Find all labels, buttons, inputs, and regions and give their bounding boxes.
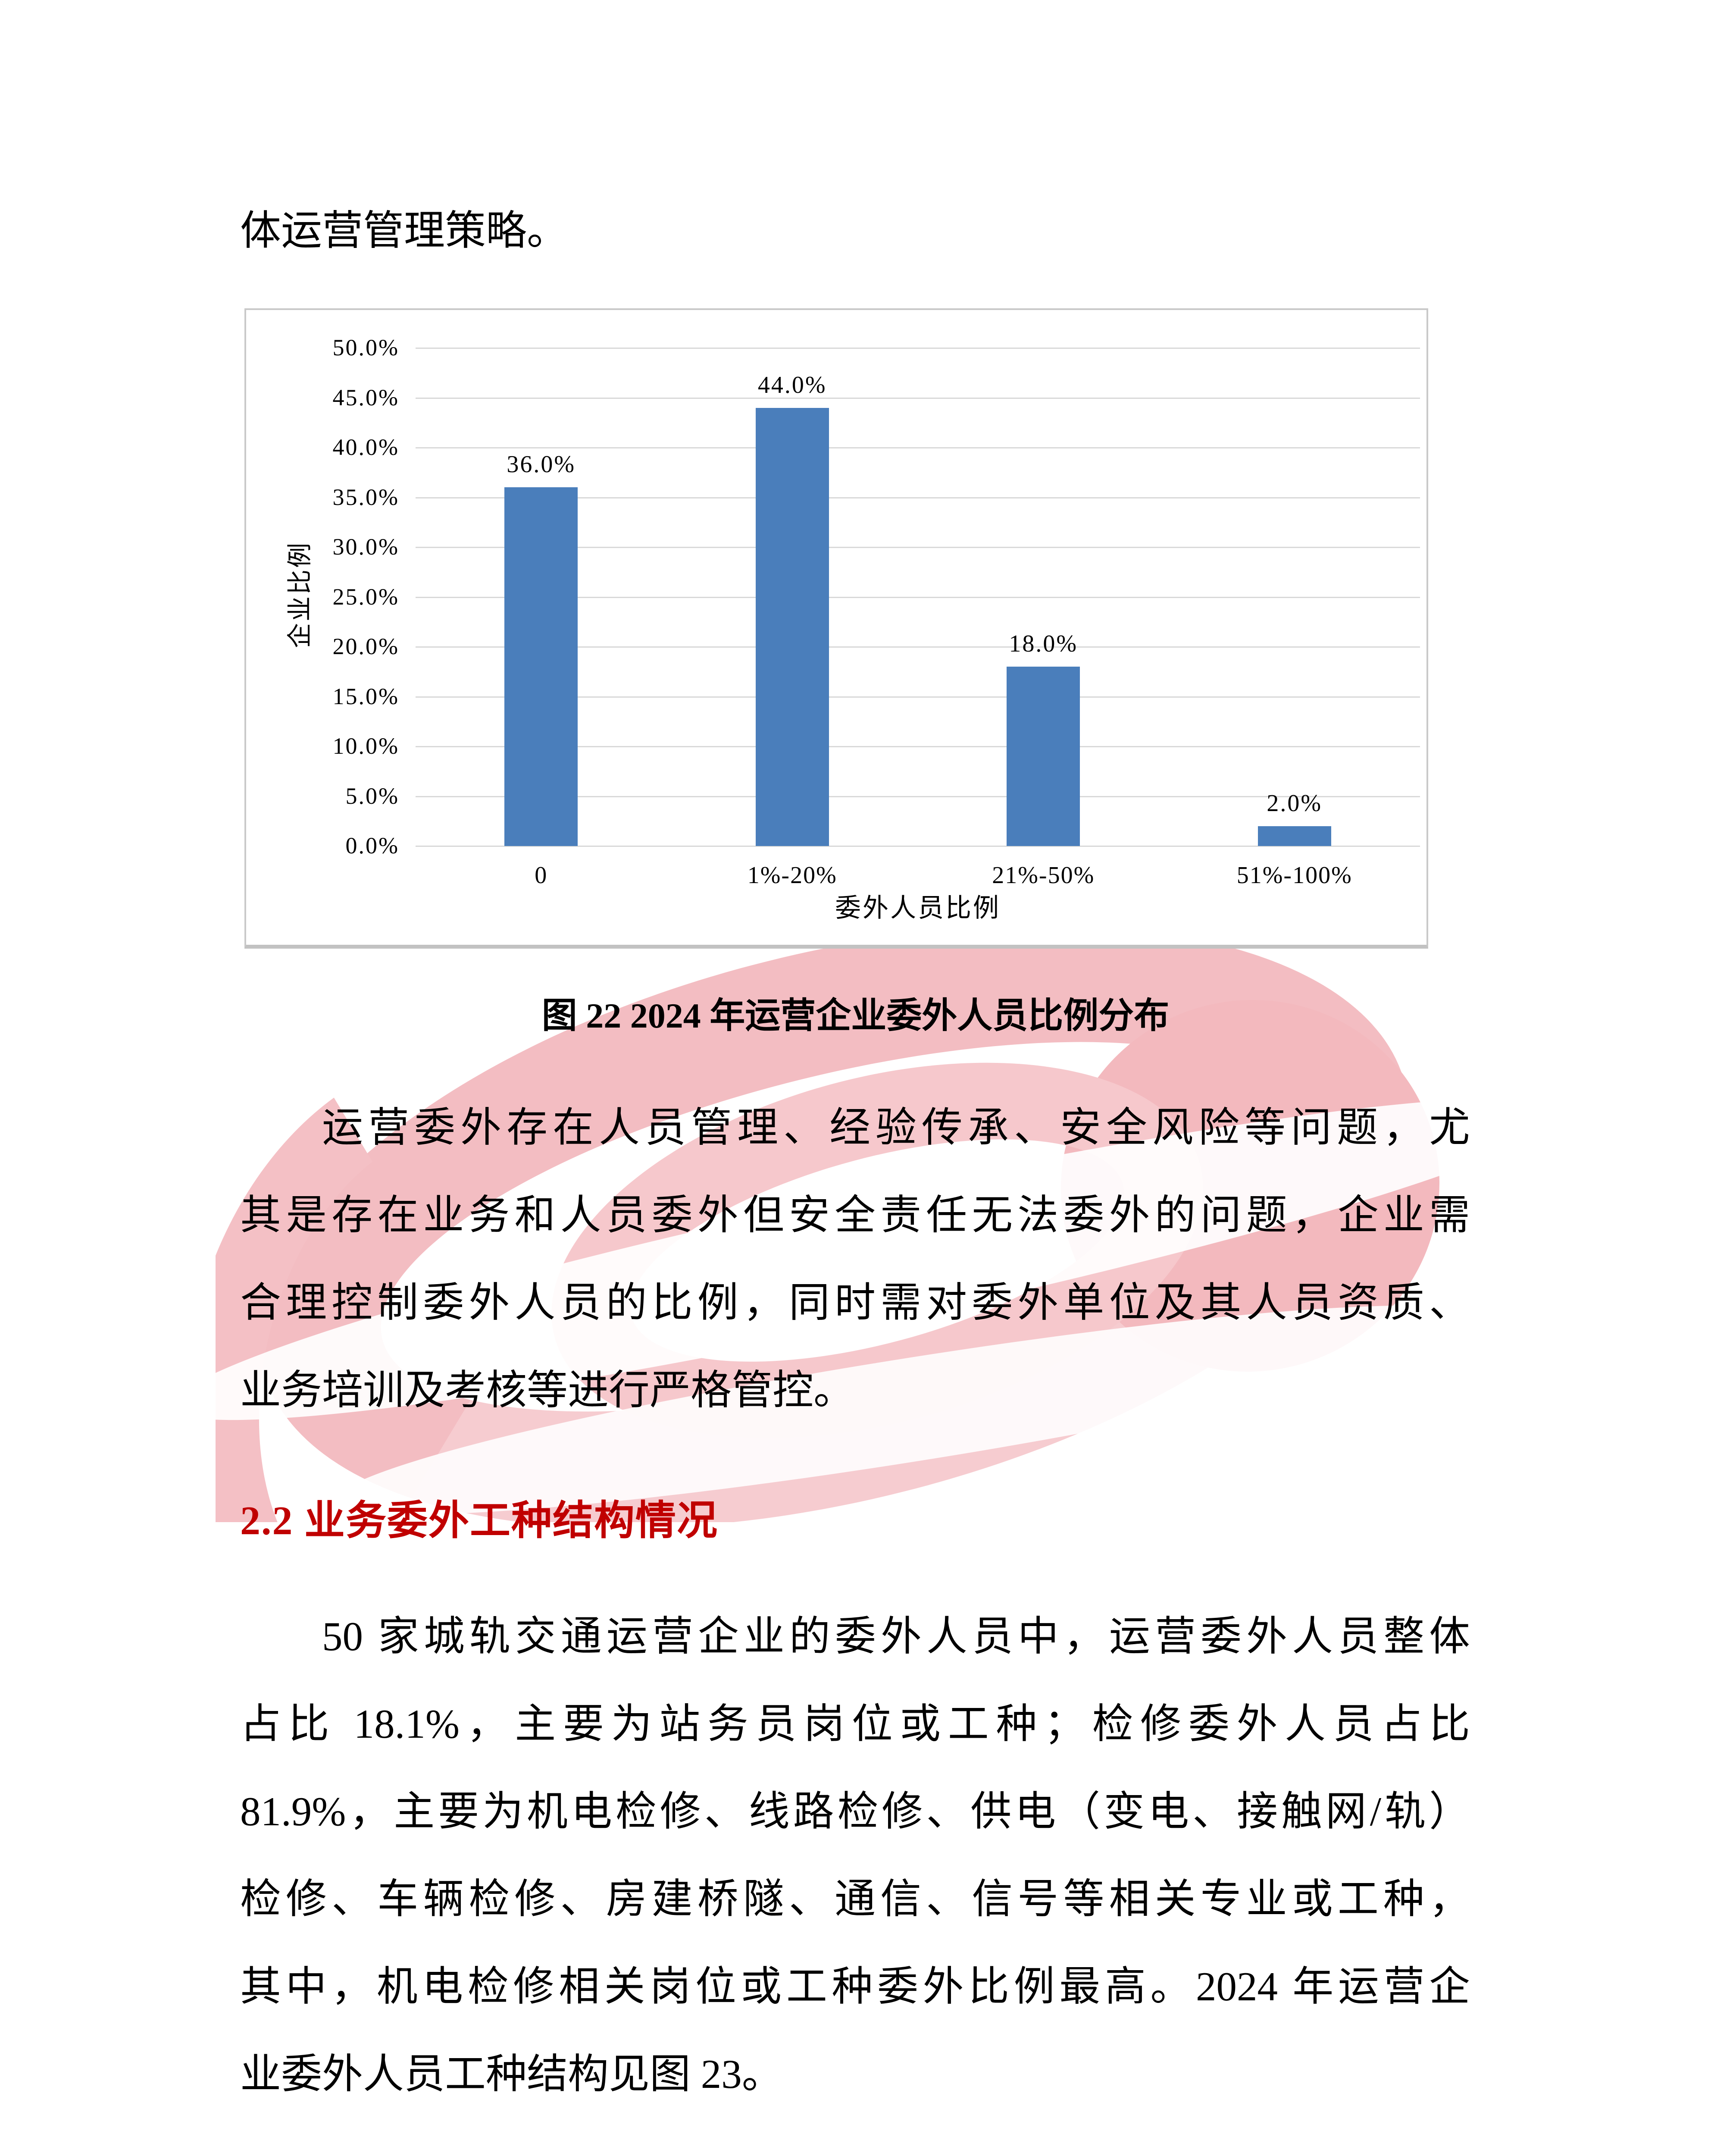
bar-value-label: 2.0% [1267,790,1323,817]
y-tick-label: 20.0% [332,633,399,659]
gridline [416,397,1420,399]
paragraph-line: 业务培训及考核等进行严格管控。 [240,1367,855,1413]
paragraph-line: 检修、车辆检修、房建桥隧、通信、信号等相关专业或工种， [240,1876,1470,1922]
gridline [416,447,1420,448]
bar-value-label: 44.0% [757,371,827,398]
paragraph-line: 其是存在业务和人员委外但安全责任无法委外的问题，企业需 [240,1192,1470,1238]
gridline [416,796,1420,797]
y-tick-label: 5.0% [345,783,399,809]
paragraph-line: 50 家城轨交通运营企业的委外人员中，运营委外人员整体 [322,1614,1470,1659]
gridline [416,646,1420,648]
gridline [416,746,1420,747]
bar-21%-50% [1007,667,1080,846]
y-tick-label: 10.0% [332,733,399,759]
intro-text-line: 体运营管理策略。 [240,208,568,254]
y-tick-label: 15.0% [332,683,399,709]
paragraph-line: 占比 18.1%，主要为站务员岗位或工种；检修委外人员占比 [240,1701,1470,1747]
y-tick-label: 0.0% [345,833,399,859]
category-label: 51%-100% [1236,862,1352,889]
gridline [416,497,1420,498]
paragraph-line: 运营委外存在人员管理、经验传承、安全风险等问题，尤 [322,1105,1470,1150]
bar-chart: 企业比例 36.0% 44.0% 18.0% 2.0% 委外人员比例 0.0% 5.0%… [244,308,1428,949]
category-label: 0 [535,862,548,889]
y-tick-label: 30.0% [332,534,399,560]
chart-plot-area: 36.0% 44.0% 18.0% 2.0% [416,348,1420,847]
gridline [416,846,1420,847]
y-tick-label: 25.0% [332,583,399,610]
y-tick-label: 40.0% [332,434,399,460]
figure-caption: 图 22 2024 年运营企业委外人员比例分布 [541,996,1170,1035]
bar-0 [504,487,578,846]
category-label: 1%-20% [747,862,837,889]
paragraph-line: 业委外人员工种结构见图 23。 [240,2051,783,2097]
bar-value-label: 36.0% [507,451,576,478]
paragraph-line: 合理控制委外人员的比例，同时需对委外单位及其人员资质、 [240,1280,1470,1326]
section-heading: 2.2 业务委外工种结构情况 [240,1498,719,1543]
paragraph-line: 其中，机电检修相关岗位或工种委外比例最高。2024 年运营企 [240,1964,1470,2009]
gridline [416,547,1420,548]
y-tick-label: 50.0% [332,335,399,360]
gridline [416,696,1420,698]
paragraph-line: 81.9%，主要为机电检修、线路检修、供电（变电、接触网/轨） [240,1789,1470,1834]
y-tick-label: 35.0% [332,484,399,510]
bar-1%-20% [755,407,829,846]
gridline [416,596,1420,598]
bar-value-label: 18.0% [1009,630,1078,658]
gridline [416,348,1420,349]
chart-x-axis-title: 委外人员比例 [835,894,1001,922]
bar-51%-100% [1257,826,1331,846]
category-label: 21%-50% [992,862,1095,889]
y-tick-label: 45.0% [332,384,399,411]
